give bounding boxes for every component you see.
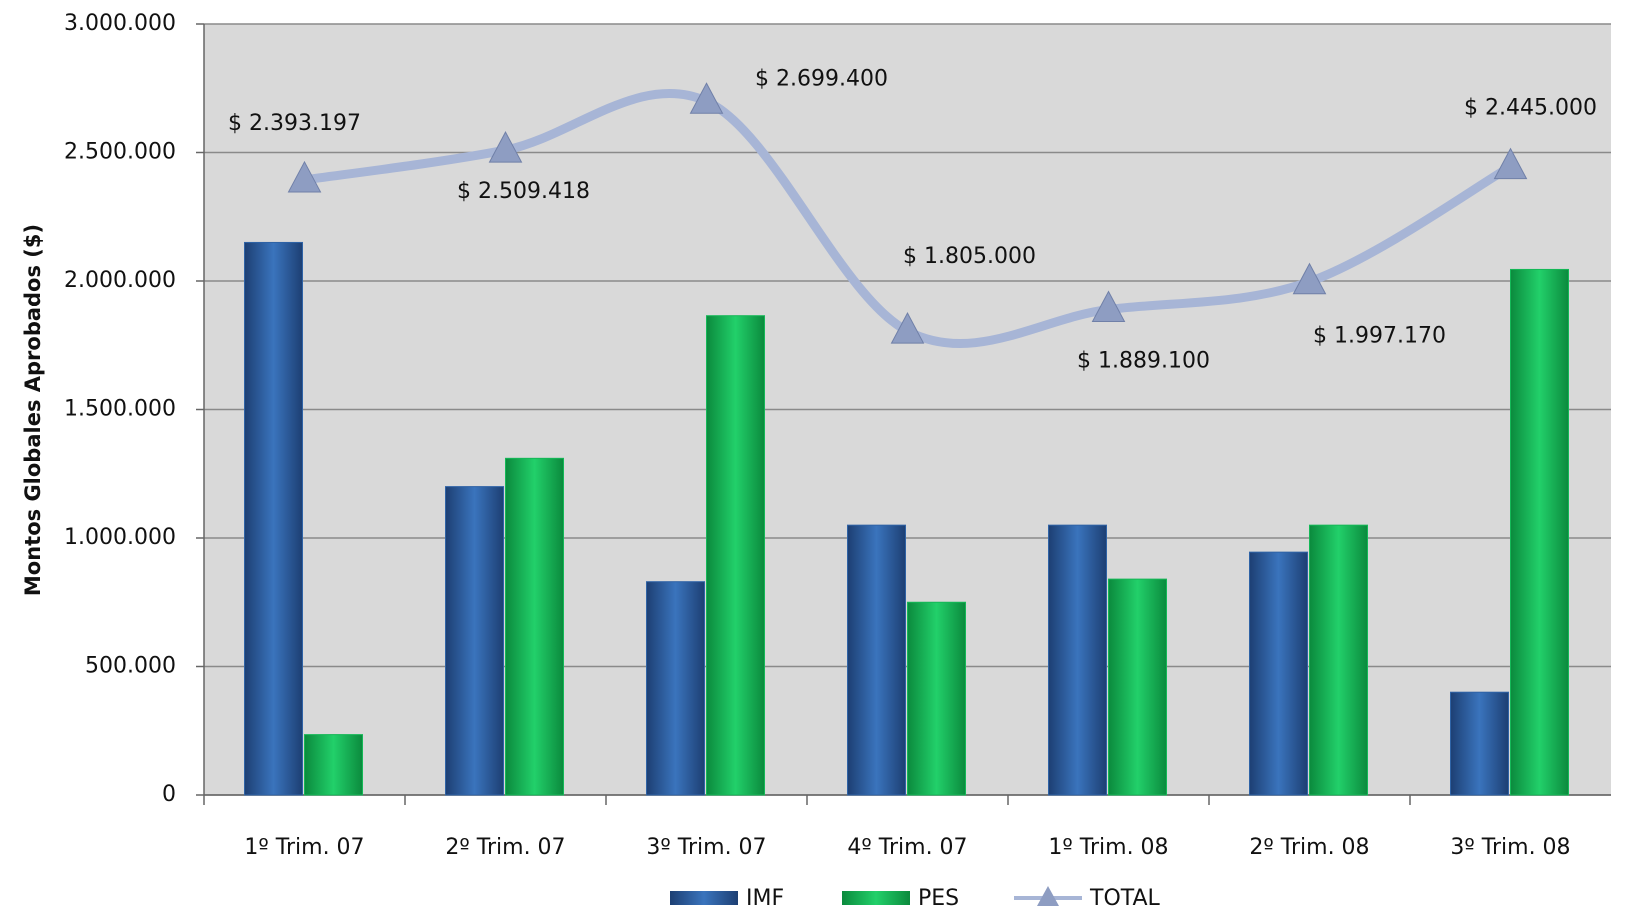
marker: [890, 312, 925, 344]
marker: [1292, 262, 1327, 295]
bar: [1249, 551, 1308, 796]
data-label: $ 1.889.100: [1077, 349, 1210, 374]
x-tick-label: 1º Trim. 07: [244, 835, 364, 860]
y-tick-label: 0: [162, 782, 176, 807]
y-tick-label: 2.000.000: [64, 268, 176, 293]
x-tick-label: 3º Trim. 07: [646, 835, 766, 860]
bar: [646, 581, 705, 796]
marker: [689, 82, 724, 114]
bar: [1048, 524, 1107, 796]
x-tick-label: 4º Trim. 07: [847, 835, 967, 860]
bar: [1108, 578, 1167, 796]
bar: [706, 315, 765, 796]
data-label: $ 1.997.170: [1313, 324, 1446, 349]
marker: [1493, 147, 1528, 180]
y-tick-label: 2.500.000: [64, 140, 176, 165]
bar: [1309, 524, 1368, 796]
bar: [304, 734, 363, 796]
bar: [907, 601, 966, 796]
data-label: $ 2.699.400: [755, 66, 888, 91]
x-tick-label: 2º Trim. 07: [445, 835, 565, 860]
bar: [847, 524, 906, 796]
bar: [505, 457, 564, 796]
bar: [445, 486, 504, 796]
marker: [287, 160, 322, 193]
data-label: $ 2.509.418: [457, 179, 590, 204]
legend-label: TOTAL: [1089, 886, 1161, 911]
x-tick-label: 2º Trim. 08: [1249, 835, 1369, 860]
x-tick-label: 3º Trim. 08: [1450, 835, 1570, 860]
bar: [244, 241, 303, 796]
y-tick-label: 1.000.000: [64, 525, 176, 550]
marker: [488, 131, 523, 163]
legend-label: PES: [918, 886, 959, 911]
data-label: $ 2.393.197: [228, 111, 361, 136]
data-label: $ 1.805.000: [903, 244, 1036, 269]
marker: [1091, 290, 1126, 323]
legend-label: IMF: [746, 886, 784, 911]
data-label: $ 2.445.000: [1464, 96, 1597, 121]
legend-swatch: [842, 891, 910, 905]
y-tick-label: 1.500.000: [64, 397, 176, 422]
legend-marker: [1037, 886, 1059, 906]
y-tick-label: 500.000: [85, 654, 176, 679]
bar: [1510, 268, 1569, 796]
bar: [1450, 691, 1509, 796]
y-tick-label: 3.000.000: [64, 11, 176, 36]
legend-swatch: [670, 891, 738, 905]
x-tick-label: 1º Trim. 08: [1048, 835, 1168, 860]
y-axis-label: Montos Globales Aprobados ($): [21, 224, 45, 596]
